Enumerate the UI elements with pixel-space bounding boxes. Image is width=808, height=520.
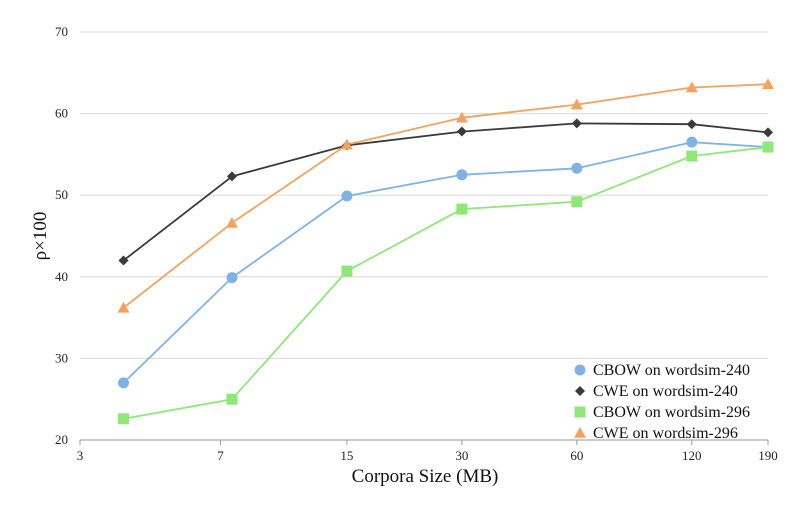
data-point: [341, 265, 353, 277]
data-point: [456, 169, 468, 181]
y-tick-label: 50: [55, 187, 68, 202]
series-line: [122, 122, 769, 262]
data-point: [571, 118, 582, 129]
y-tick-label: 40: [55, 269, 68, 284]
data-point: [226, 393, 238, 405]
data-point: [226, 171, 237, 182]
y-tick-label: 70: [55, 24, 68, 39]
data-point: [226, 272, 238, 284]
x-tick-label: 120: [682, 448, 702, 463]
series-line: [122, 141, 769, 384]
data-point: [456, 126, 467, 137]
data-point: [225, 216, 238, 228]
y-tick-label: 20: [55, 432, 68, 447]
data-point: [455, 111, 468, 123]
data-point: [118, 377, 130, 389]
x-tick-label: 15: [340, 448, 353, 463]
legend: CBOW on wordsim-240 CWE on wordsim-240 CBO…: [574, 362, 750, 442]
data-point: [118, 413, 130, 425]
legend-label: CWE on wordsim-240: [593, 383, 738, 400]
legend-marker: [574, 364, 586, 376]
data-point: [686, 136, 698, 148]
data-point: [763, 127, 773, 138]
x-tick-label: 60: [570, 448, 583, 463]
data-point: [762, 141, 774, 153]
x-tick-label: 3: [77, 448, 84, 463]
y-tick-label: 60: [55, 106, 68, 121]
legend-marker: [574, 427, 586, 438]
data-point: [118, 255, 129, 266]
data-point: [686, 119, 697, 130]
data-point: [685, 81, 698, 93]
legend-label: CBOW on wordsim-296: [593, 404, 750, 421]
data-point: [456, 203, 468, 215]
series-line: [122, 83, 769, 309]
y-tick-label: 30: [55, 350, 68, 365]
grid: [80, 31, 768, 359]
x-tick-label: 190: [758, 448, 778, 463]
legend-marker: [575, 386, 585, 396]
x-tick-label: 7: [217, 448, 224, 463]
data-point: [571, 196, 583, 208]
data-markers: [117, 78, 774, 425]
y-axis-title: ρ×100: [30, 212, 51, 261]
data-point: [340, 138, 353, 150]
x-axis-title: Corpora Size (MB): [352, 466, 499, 487]
data-point: [571, 162, 583, 174]
data-point: [117, 301, 130, 313]
x-tick-label: 30: [455, 448, 468, 463]
legend-label: CWE on wordsim-296: [593, 425, 738, 442]
data-point: [762, 78, 774, 90]
data-point: [341, 190, 353, 202]
axes: 20 30 40 50 60 70 3 7 15 30 60 120 190: [55, 24, 778, 463]
legend-label: CBOW on wordsim-240: [593, 362, 750, 379]
data-point: [570, 98, 583, 110]
legend-marker: [574, 406, 586, 418]
data-point: [686, 150, 698, 162]
